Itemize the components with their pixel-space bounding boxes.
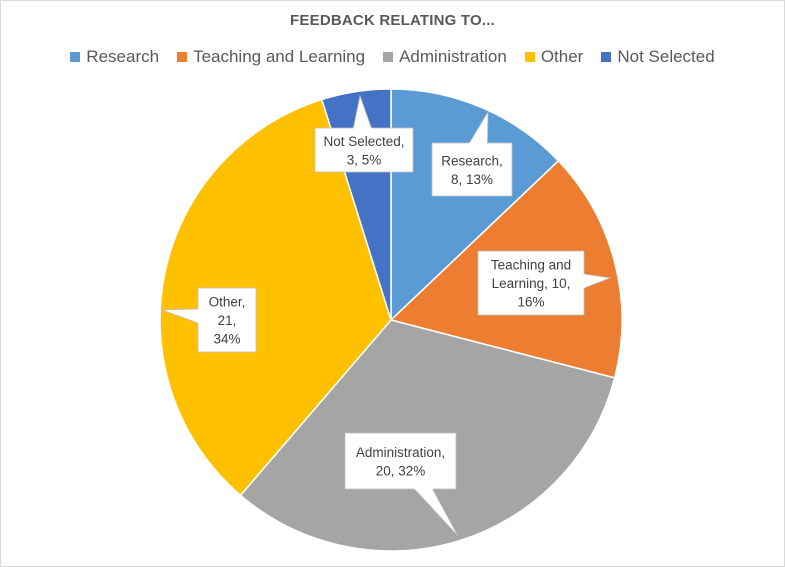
data-label-text-teaching-and-learning-1: Learning, 10, <box>492 276 571 291</box>
data-labels: Research, 8, 13% Teaching and Learning, 10,… <box>161 94 612 537</box>
data-label-other: Other, 21, 34% <box>161 287 257 353</box>
label-box-other <box>197 287 257 353</box>
legend-label-other: Other <box>540 47 584 66</box>
legend-label-research: Research <box>86 47 160 66</box>
data-label-text-research-1: 8, 13% <box>451 172 493 187</box>
chart-legend: Research Teaching and Learning Administr… <box>0 47 785 67</box>
legend-swatch-administration <box>383 52 394 62</box>
label-box-teaching-and-learning <box>477 250 585 316</box>
data-label-text-teaching-and-learning-0: Teaching and <box>491 258 571 273</box>
label-box-not-selected <box>314 127 414 173</box>
chart-title: FEEDBACK RELATING TO... <box>290 12 495 29</box>
data-label-text-not-selected-1: 3, 5% <box>347 152 382 167</box>
legend-swatch-teaching-and-learning <box>177 52 188 62</box>
data-label-teaching-and-learning: Teaching and Learning, 10, 16% <box>477 250 612 316</box>
legend-label-administration: Administration <box>399 47 507 66</box>
data-label-research: Research, 8, 13% <box>431 110 513 197</box>
data-label-text-teaching-and-learning-2: 16% <box>517 295 544 310</box>
data-label-text-other-2: 34% <box>213 332 240 347</box>
data-label-text-administration-1: 20, 32% <box>376 463 426 478</box>
legend-swatch-other <box>524 52 535 62</box>
data-label-text-research-0: Research, <box>441 153 503 168</box>
data-label-text-other-1: 21, <box>218 313 237 328</box>
pie-slice-other <box>159 98 392 497</box>
data-label-text-administration-0: Administration, <box>356 445 445 460</box>
label-box-research <box>431 142 513 197</box>
label-box-administration <box>344 432 457 490</box>
legend-swatch-research <box>70 52 81 62</box>
legend-label-teaching-and-learning: Teaching and Learning <box>193 47 366 66</box>
data-label-administration: Administration, 20, 32% <box>344 432 459 537</box>
legend-item-research: Research <box>70 47 159 67</box>
legend-label-not-selected: Not Selected <box>617 47 715 66</box>
legend-item-other: Other <box>524 47 584 67</box>
data-label-not-selected: Not Selected, 3, 5% <box>314 94 414 173</box>
legend-item-administration: Administration <box>383 47 507 67</box>
data-label-text-not-selected-0: Not Selected, <box>323 134 404 149</box>
legend-item-teaching-and-learning: Teaching and Learning <box>177 47 365 67</box>
data-label-text-other-0: Other, <box>209 295 246 310</box>
legend-item-not-selected: Not Selected <box>601 47 715 67</box>
legend-swatch-not-selected <box>601 52 612 62</box>
